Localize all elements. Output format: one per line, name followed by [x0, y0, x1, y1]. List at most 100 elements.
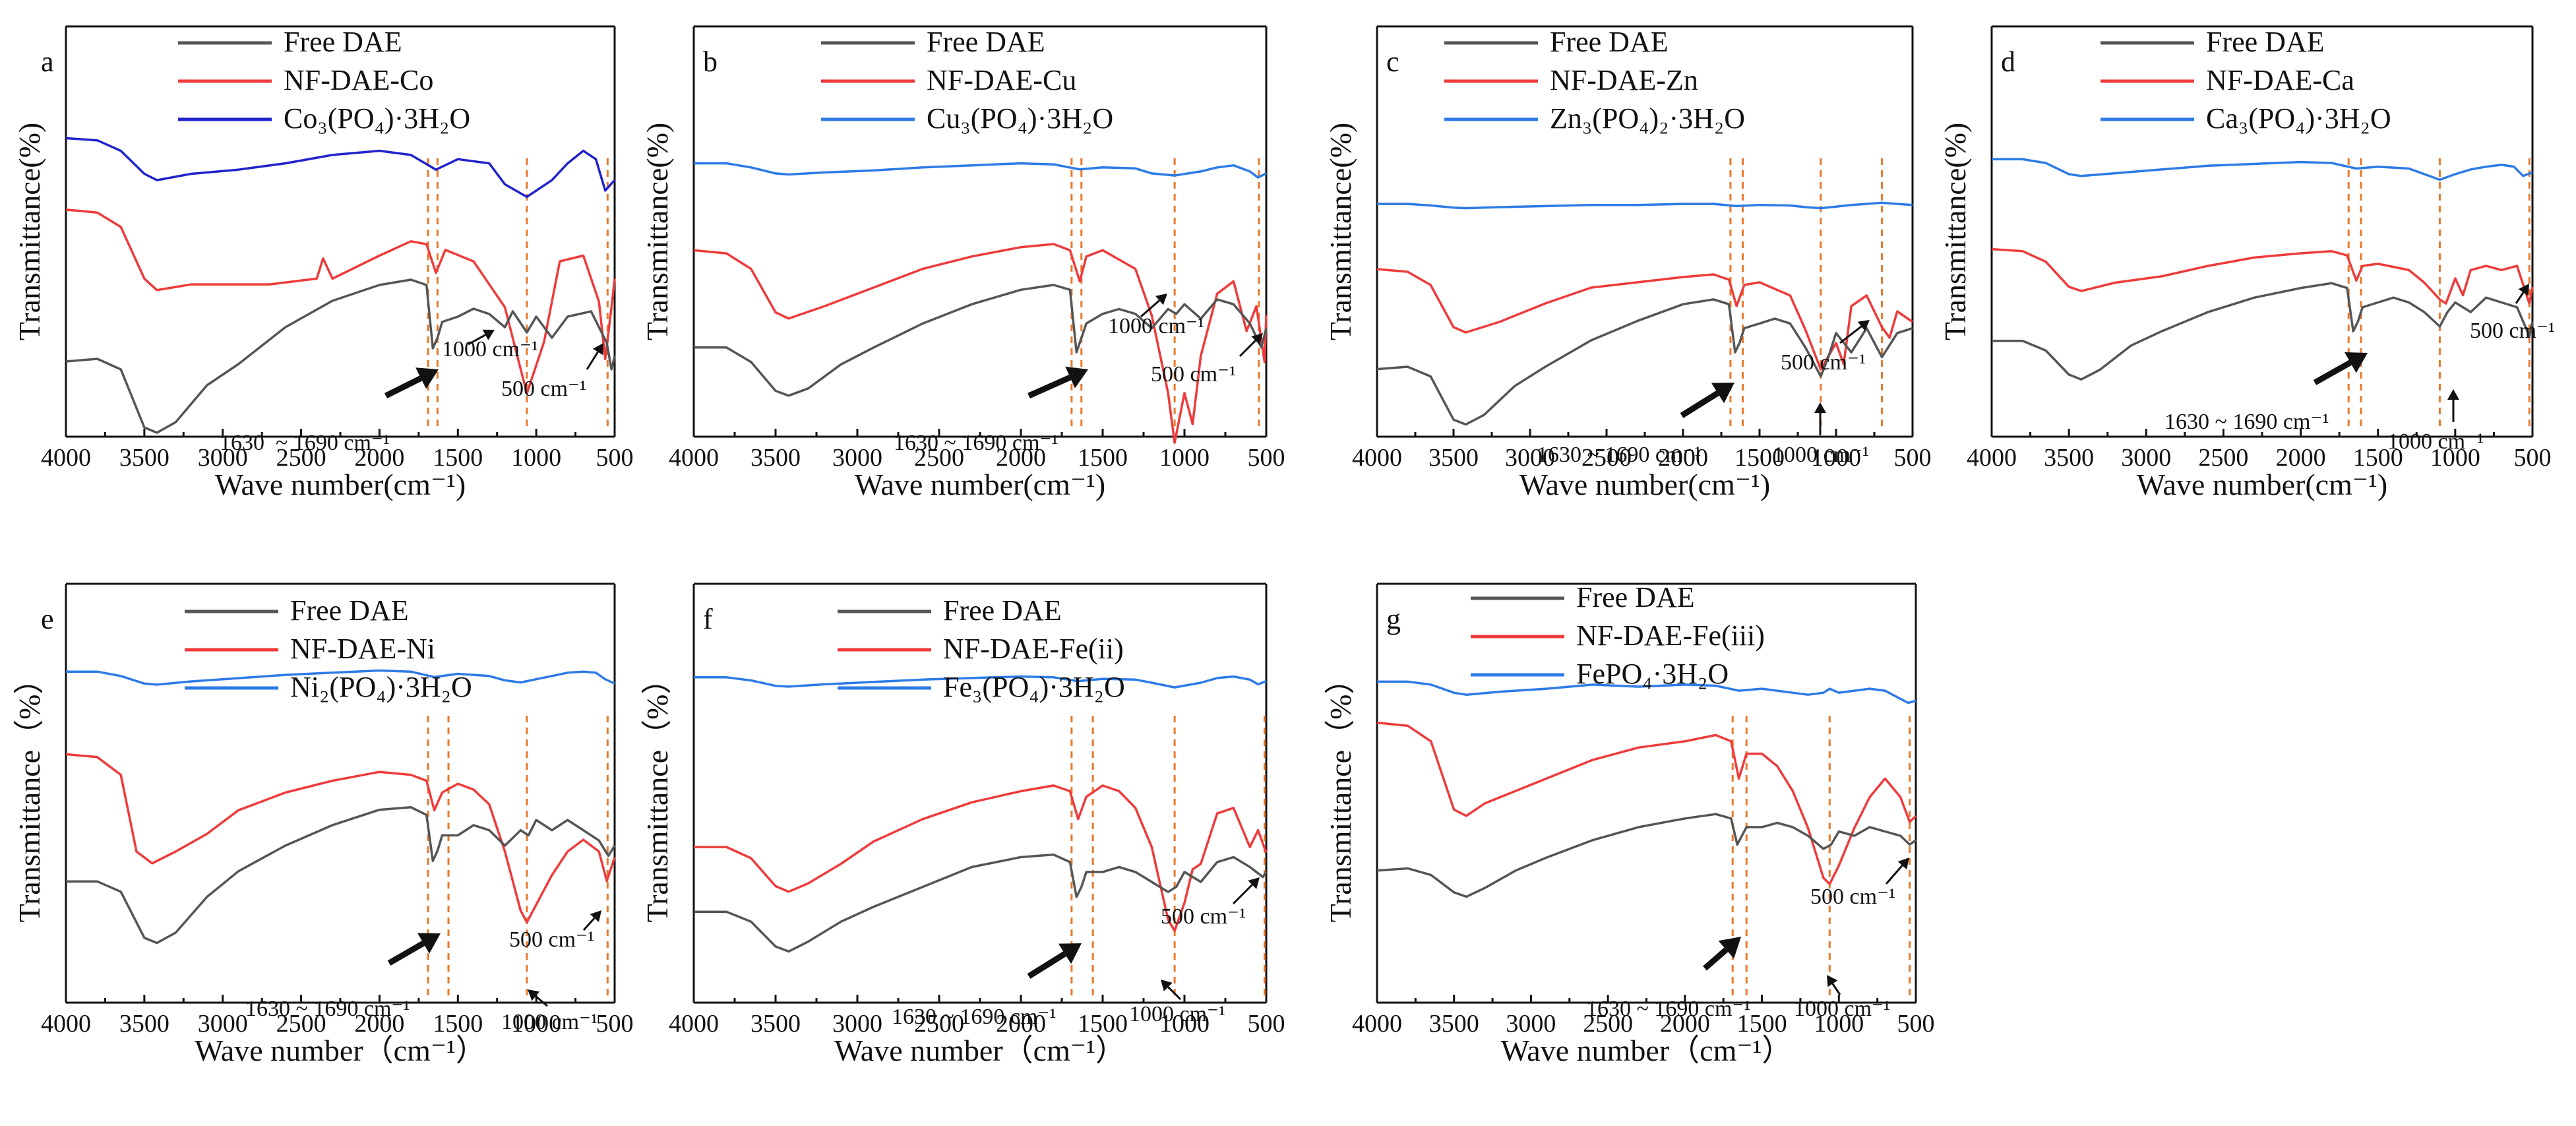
x-tick-label: 3000 [832, 444, 882, 472]
legend-label: Free DAE [927, 26, 1045, 58]
series-line-nf-dae [693, 243, 1268, 444]
annotation-arrow-shaft [1232, 884, 1253, 905]
peak-annotation: 500 cm⁻¹ [1781, 350, 1866, 375]
x-tick-label: 1500 [2353, 444, 2403, 472]
x-tick-label: 1000 [511, 1010, 561, 1038]
annotation-arrow-head [2518, 284, 2529, 296]
panel-letter: c [1386, 46, 1399, 78]
x-tick-label: 2500 [914, 1010, 964, 1038]
x-tick-label: 4000 [41, 444, 91, 472]
y-axis-title: Transmittance(%) [1324, 123, 1357, 340]
legend-label: Ni₂(PO₄)·3H₂O [290, 671, 472, 703]
series-line-free-dae [1376, 298, 1913, 426]
peak-annotation: 1630 ~ 1690 cm⁻¹ [1537, 443, 1702, 467]
legend-label: NF-DAE-Ca [2206, 64, 2354, 96]
annotation-arrow-shaft [1167, 986, 1182, 1001]
x-tick-label: 1000 [511, 444, 561, 472]
x-tick-label: 2500 [2198, 444, 2248, 472]
legend-label: NF-DAE-Zn [1550, 64, 1698, 96]
x-axis-title: Wave number（cm⁻¹） [834, 1034, 1126, 1067]
annotation-arrow-shaft [468, 334, 486, 346]
peak-annotation: 500 cm⁻¹ [509, 927, 594, 952]
annotation-arrow-shaft [1885, 865, 1903, 885]
panel-letter: d [2001, 46, 2015, 78]
annotation-arrow-shaft [1239, 340, 1256, 358]
panel-d: d 4000 3500 3000 2500 2000 1500 1000 500 Wave num… [1938, 25, 2555, 501]
annotation-arrow-shaft [384, 375, 423, 399]
x-tick-label: 2000 [2276, 444, 2326, 472]
series-line-phosphate [1377, 201, 1913, 210]
series-line-free-dae [66, 805, 616, 945]
annotation-arrow-head [417, 933, 441, 954]
x-tick-label: 2000 [354, 1010, 404, 1038]
panel-c: c 4000 3500 3000 2500 2000 1500 1000 500 Wave num… [1324, 25, 1932, 501]
legend-label: NF-DAE-Fe(ii) [943, 633, 1124, 665]
y-axis-title: Transmittance(%) [13, 123, 46, 340]
x-axis-title: Wave number（cm⁻¹） [1501, 1034, 1793, 1067]
x-tick-label: 3500 [751, 1010, 801, 1038]
peak-annotation: 1630 ~ 1690 cm⁻¹ [1586, 997, 1751, 1021]
x-axis-title: Wave number(cm⁻¹) [1519, 468, 1771, 501]
annotation-arrow-head [2345, 352, 2368, 373]
x-axis-title: Wave number(cm⁻¹) [855, 468, 1106, 501]
annotation-arrow-shaft [1027, 375, 1072, 399]
x-tick-label: 3000 [198, 444, 248, 472]
annotation-arrow-head [528, 989, 540, 1001]
x-tick-label: 3000 [1505, 444, 1555, 472]
x-tick-label: 2000 [996, 1010, 1046, 1038]
x-tick-label: 500 [2514, 444, 2552, 472]
x-tick-label: 4000 [1352, 1010, 1402, 1038]
x-tick-label: 4000 [669, 444, 719, 472]
annotation-arrow-head [415, 367, 439, 389]
legend-label: Free DAE [1576, 581, 1695, 613]
x-tick-label: 1500 [433, 1010, 483, 1038]
x-tick-label: 2500 [914, 444, 964, 472]
legend-label: Free DAE [284, 26, 402, 58]
panel-b: b 4000 3500 3000 2500 2000 1500 1000 500 Wave num… [640, 25, 1285, 501]
annotation-arrow-head [590, 910, 601, 922]
x-tick-label: 3000 [2121, 444, 2171, 472]
peak-annotation: 1000 cm⁻¹ [1108, 314, 1204, 338]
annotation-arrow-head [1897, 858, 1909, 869]
y-axis-title: Transmittance(%) [640, 123, 674, 340]
peak-annotation: 1000 cm⁻¹ [442, 337, 538, 361]
annotation-arrow-head [1814, 402, 1826, 413]
annotation-arrow-head [592, 343, 603, 356]
peak-annotation: 1000 cm⁻¹ [1129, 1002, 1225, 1026]
panel-letter: f [703, 603, 713, 635]
peak-annotation: 500 cm⁻¹ [1810, 885, 1895, 909]
x-tick-label: 1000 [2430, 444, 2480, 472]
series-line-phosphate [66, 669, 615, 686]
x-tick-label: 2500 [276, 444, 326, 472]
panel-a: a 4000 3500 3000 2500 2000 1500 1000 500 Wave num… [13, 25, 634, 501]
legend-label: Cu₃(PO₄)·3H₂O [927, 102, 1113, 135]
x-tick-label: 1500 [1734, 444, 1785, 472]
x-tick-label: 2500 [1581, 444, 1632, 472]
annotation-arrow-head [1251, 333, 1263, 345]
annotation-arrow-shaft [1831, 983, 1841, 995]
series-line-nf-dae [1376, 721, 1917, 886]
x-axis-title: Wave number(cm⁻¹) [2137, 468, 2388, 501]
legend-label: NF-DAE-Co [284, 64, 433, 96]
panel-letter: a [41, 46, 54, 78]
peak-annotation: 1630 ~ 1690 cm⁻¹ [2164, 410, 2329, 434]
panel-e: e 4000 3500 3000 2500 2000 1500 1000 500 Wave num… [13, 582, 634, 1067]
series-line-free-dae [694, 284, 1268, 397]
series-line-nf-dae [1991, 247, 2534, 305]
x-tick-label: 4000 [1967, 444, 2017, 472]
series-line-free-dae [1992, 282, 2534, 381]
series-line-phosphate [1377, 680, 1917, 704]
x-tick-label: 500 [596, 444, 634, 472]
peak-annotation: 1000 cm⁻¹ [2387, 429, 2484, 454]
annotation-arrow-shaft [387, 941, 425, 966]
y-axis-title: Transmittance（%） [13, 664, 46, 923]
x-tick-label: 3500 [751, 444, 801, 472]
annotation-arrow-head [1827, 975, 1838, 987]
annotation-arrow-shaft [535, 995, 548, 1007]
peak-annotation: 1630 ~ 1690 cm⁻¹ [245, 997, 410, 1021]
x-tick-label: 500 [1248, 1010, 1285, 1038]
x-tick-label: 2000 [354, 444, 404, 472]
panel-letter: b [703, 46, 718, 78]
x-tick-label: 1500 [1078, 1010, 1128, 1038]
